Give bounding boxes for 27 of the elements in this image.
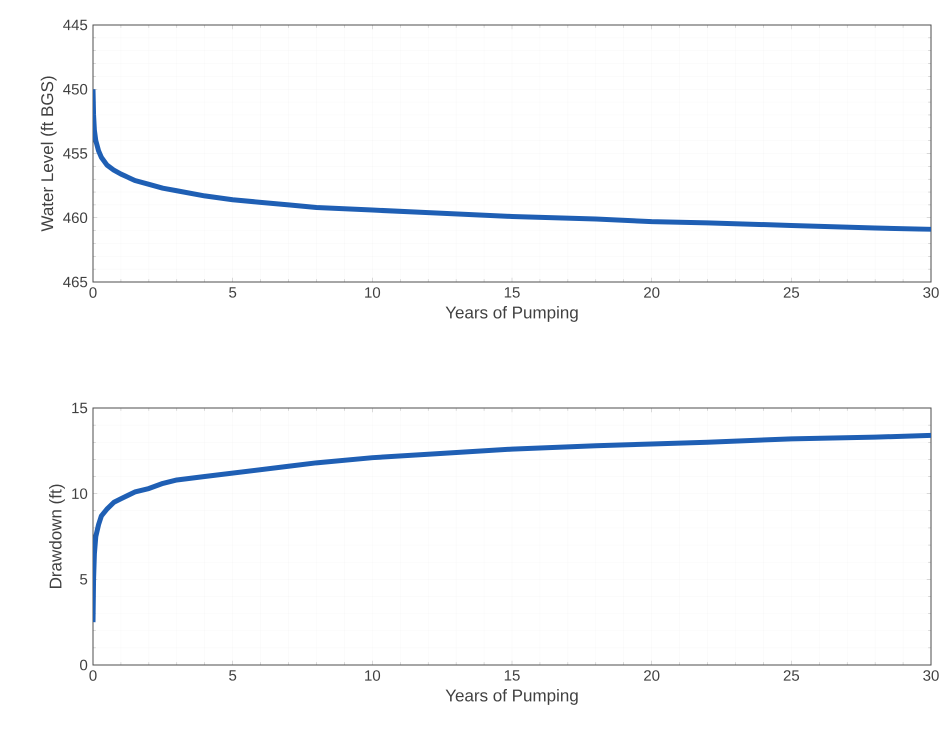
x-tick-label: 10 [365, 670, 380, 681]
y-tick-label: 0 [80, 660, 88, 670]
x-tick-label: 20 [644, 670, 660, 681]
x-tick-label: 5 [229, 670, 236, 681]
x-axis-title: Years of Pumping [446, 689, 578, 705]
y-axis-title: Water Level (ft BGS) [40, 76, 57, 232]
y-tick-label: 455 [63, 148, 88, 159]
y-tick-label: 15 [72, 402, 88, 414]
y-axis-title: Drawdown (ft) [49, 484, 65, 588]
y-tick-label: 460 [63, 212, 88, 224]
y-tick-label: 465 [63, 276, 88, 288]
y-tick-label: 445 [63, 20, 88, 30]
y-tick-label: 10 [72, 488, 88, 499]
x-tick-label: 15 [504, 287, 520, 298]
x-tick-label: 10 [365, 287, 380, 298]
x-axis-title: Years of Pumping [446, 306, 578, 322]
x-tick-label: 0 [89, 670, 97, 681]
x-tick-label: 15 [504, 670, 520, 681]
x-tick-label: 25 [784, 287, 800, 298]
x-tick-label: 20 [644, 287, 660, 298]
y-tick-label: 5 [80, 574, 88, 585]
x-tick-label: 25 [784, 670, 800, 681]
x-tick-label: 30 [923, 287, 939, 298]
x-tick-label: 0 [89, 287, 97, 298]
x-tick-label: 5 [229, 287, 236, 298]
y-tick-label: 450 [63, 84, 88, 95]
x-tick-label: 30 [923, 670, 939, 681]
